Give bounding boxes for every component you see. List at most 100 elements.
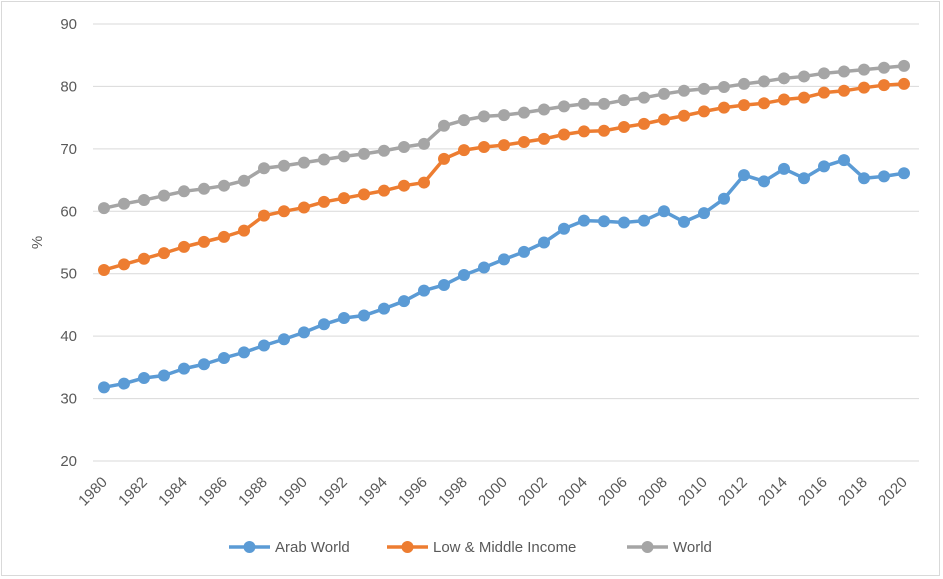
data-point <box>418 284 430 297</box>
data-point <box>898 77 910 90</box>
data-point <box>298 156 310 169</box>
data-point <box>518 245 530 258</box>
y-tick-label: 50 <box>60 266 77 283</box>
data-point <box>278 205 290 218</box>
data-point <box>458 144 470 157</box>
data-point <box>558 222 570 235</box>
data-point <box>178 240 190 253</box>
x-tick-label: 1990 <box>275 474 311 510</box>
data-point <box>858 172 870 185</box>
data-point <box>518 135 530 148</box>
data-point <box>658 205 670 218</box>
data-point <box>98 263 110 276</box>
data-point <box>638 117 650 130</box>
data-point <box>338 192 350 205</box>
data-point <box>118 258 130 271</box>
data-point <box>858 81 870 94</box>
legend: Arab World Low & Middle Income World <box>229 539 712 556</box>
data-point <box>858 63 870 76</box>
data-point <box>158 369 170 382</box>
x-tick-label: 1988 <box>235 474 271 510</box>
x-tick-label: 2010 <box>675 474 711 510</box>
data-point <box>678 109 690 122</box>
data-point <box>198 358 210 371</box>
x-tick-label: 1998 <box>435 474 471 510</box>
data-point <box>538 103 550 116</box>
series-arab-world <box>98 154 910 394</box>
data-point <box>658 113 670 126</box>
x-tick-label: 2008 <box>635 474 671 510</box>
data-point <box>358 147 370 160</box>
data-point <box>458 114 470 127</box>
data-point <box>578 125 590 138</box>
data-point <box>738 169 750 182</box>
x-tick-label: 1996 <box>395 474 431 510</box>
x-tick-label: 2014 <box>755 474 791 510</box>
data-point <box>178 185 190 198</box>
data-point <box>478 140 490 153</box>
legend-marker <box>641 541 654 553</box>
data-point <box>778 162 790 175</box>
x-tick-label: 2000 <box>475 474 511 510</box>
data-point <box>418 137 430 150</box>
data-point <box>638 91 650 104</box>
legend-marker <box>243 541 256 553</box>
y-axis-title: % <box>29 236 46 249</box>
x-tick-label: 1986 <box>195 474 231 510</box>
x-tick-label: 2006 <box>595 474 631 510</box>
data-point <box>298 201 310 214</box>
series <box>98 59 910 394</box>
y-tick-label: 40 <box>60 328 77 345</box>
data-point <box>198 235 210 248</box>
data-point <box>638 214 650 227</box>
data-point <box>358 188 370 201</box>
data-point <box>818 160 830 173</box>
data-point <box>898 167 910 180</box>
data-point <box>798 91 810 104</box>
data-point <box>878 61 890 74</box>
data-point <box>438 119 450 132</box>
data-point <box>598 215 610 228</box>
y-tick-label: 80 <box>60 78 77 95</box>
x-tick-label: 2002 <box>515 474 551 510</box>
data-point <box>398 179 410 192</box>
data-point <box>378 184 390 197</box>
data-point <box>738 77 750 90</box>
data-point <box>498 109 510 122</box>
data-point <box>418 176 430 189</box>
y-tick-label: 90 <box>60 16 77 33</box>
data-point <box>878 79 890 92</box>
data-point <box>238 346 250 359</box>
data-point <box>358 309 370 322</box>
data-point <box>398 295 410 308</box>
data-point <box>618 216 630 229</box>
gridlines <box>93 23 919 462</box>
data-point <box>758 97 770 110</box>
data-point <box>98 202 110 215</box>
data-point <box>238 174 250 187</box>
series-low-middle-income <box>98 77 910 276</box>
data-point <box>618 121 630 134</box>
data-point <box>818 86 830 99</box>
data-point <box>478 110 490 123</box>
data-point <box>558 128 570 141</box>
data-point <box>558 100 570 113</box>
data-point <box>738 99 750 112</box>
data-point <box>778 72 790 85</box>
data-point <box>138 252 150 265</box>
data-point <box>678 215 690 228</box>
x-tick-label: 1984 <box>155 474 191 510</box>
data-point <box>538 132 550 145</box>
y-tick-label: 60 <box>60 203 77 220</box>
data-point <box>158 247 170 260</box>
data-point <box>278 333 290 346</box>
data-point <box>438 278 450 291</box>
data-point <box>518 106 530 119</box>
x-tick-label: 1994 <box>355 474 391 510</box>
data-point <box>658 87 670 100</box>
x-tick-label: 2020 <box>875 474 911 510</box>
data-point <box>878 170 890 183</box>
data-point <box>318 195 330 208</box>
data-point <box>598 124 610 137</box>
data-point <box>678 84 690 97</box>
